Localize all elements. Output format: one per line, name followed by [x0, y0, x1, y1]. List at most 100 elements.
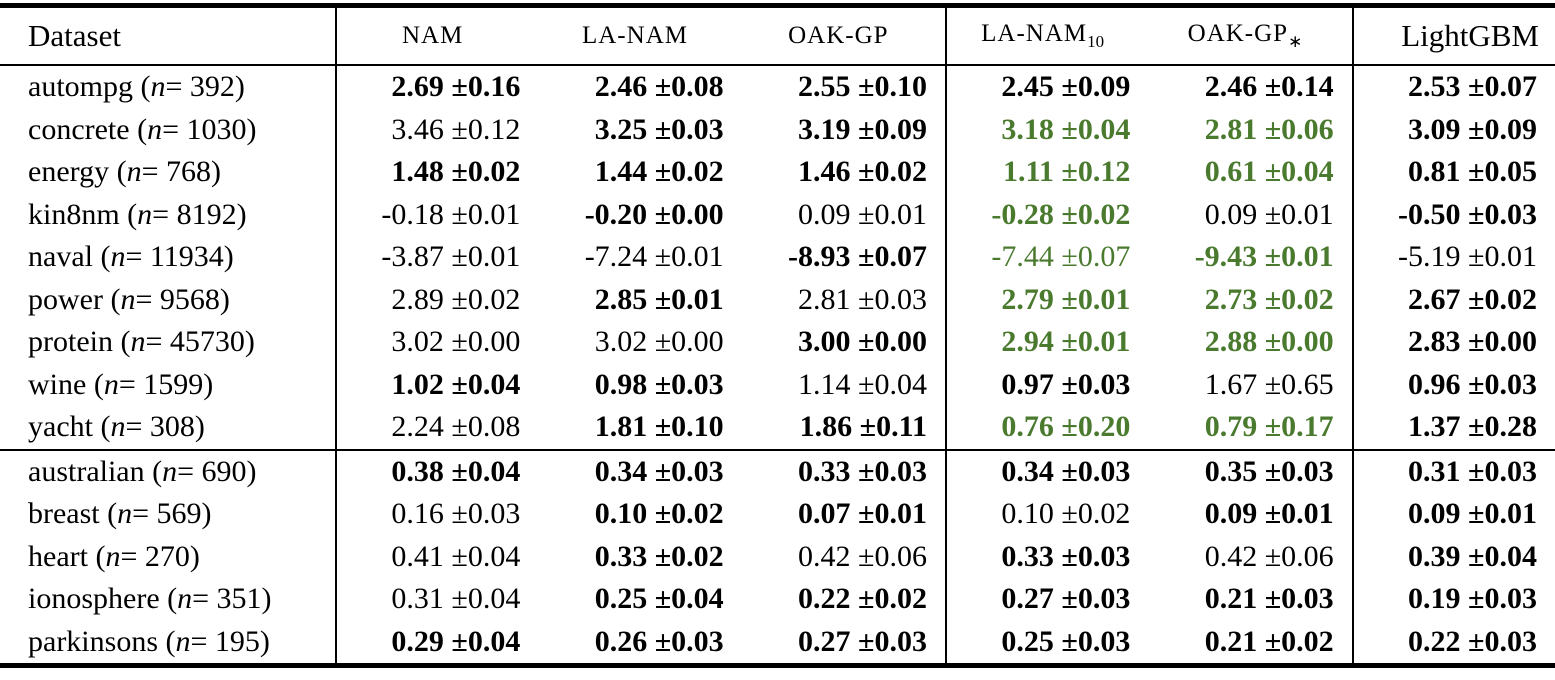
column-header-oak-gp: OAK-GP: [742, 8, 945, 64]
dataset-name: yacht (: [28, 410, 111, 444]
metric-cell-kin8nm-la-nam: -0.20 ±0.00: [584, 197, 724, 231]
metric-cell-australian-nam: 0.38 ±0.04: [335, 450, 538, 493]
metric-cell-yacht-lightgbm: 1.37 ±0.28: [1351, 406, 1555, 449]
sample-size-value: = 690): [177, 454, 257, 488]
sample-size-variable: n: [110, 240, 126, 274]
metric-cell-power-oak-gp-∗: 2.73 ±0.02: [1204, 282, 1334, 316]
metric-cell-energy-oak-gp: 1.46 ±0.02: [798, 155, 927, 189]
metric-cell-naval-lightgbm: -5.19 ±0.01: [1351, 236, 1555, 279]
sample-size-value: = 768): [141, 155, 221, 189]
metric-cell-heart-nam: 0.41 ±0.04: [335, 535, 538, 578]
metric-cell-parkinsons-la-nam-10: 0.25 ±0.03: [944, 620, 1148, 663]
sample-size-value: = 8192): [152, 197, 247, 231]
table-row-ionosphere: ionosphere (n = 351) 0.31 ±0.04 0.25 ±0.04…: [0, 578, 1555, 621]
dataset-label: breast (n = 569): [0, 493, 335, 536]
dataset-label: naval (n = 11934): [0, 236, 335, 279]
metric-cell-concrete-lightgbm: 3.09 ±0.09: [1351, 108, 1555, 151]
metric-cell-autompg-oak-gp-∗: 2.46 ±0.14: [1204, 70, 1334, 104]
dataset-name: naval (: [28, 240, 111, 274]
metric-cell-breast-la-nam-10: 0.10 ±0.02: [944, 493, 1148, 536]
metric-cell-breast-nam: 0.16 ±0.03: [335, 493, 538, 536]
dataset-label: heart (n = 270): [0, 536, 335, 579]
sample-size-variable: n: [110, 410, 126, 444]
metric-cell-concrete-oak-gp: 3.19 ±0.09: [798, 112, 927, 146]
dataset-label: wine (n = 1599): [0, 364, 335, 407]
metric-cell-naval-la-nam-10: -7.44 ±0.07: [944, 236, 1148, 279]
sample-size-variable: n: [177, 582, 193, 616]
metric-cell-autompg-lightgbm: 2.53 ±0.07: [1351, 66, 1555, 109]
metric-cell-kin8nm-la-nam-10: -0.28 ±0.02: [944, 193, 1148, 236]
metric-cell-energy-nam: 1.48 ±0.02: [335, 151, 538, 194]
sample-size-value: = 1599): [118, 367, 214, 401]
metric-cell-protein-nam: 3.02 ±0.00: [335, 321, 538, 364]
metric-cell-wine-la-nam: 0.98 ±0.03: [594, 367, 724, 401]
column-header-oak-gp-∗: OAK-GP∗: [1148, 8, 1351, 64]
dataset-label: kin8nm (n = 8192): [0, 194, 335, 237]
sample-size-variable: n: [137, 197, 153, 231]
metric-cell-yacht-la-nam-10: 0.76 ±0.20: [944, 406, 1148, 449]
metric-cell-australian-la-nam: 0.34 ±0.03: [594, 454, 724, 488]
metric-cell-autompg-la-nam: 2.46 ±0.08: [594, 70, 724, 104]
column-header-label: LA-NAM10: [981, 20, 1105, 51]
sample-size-variable: n: [150, 70, 166, 104]
header-row: Dataset NAM LA-NAM OAK-GP LA-NAM10 OAK-GP∗ Li…: [0, 8, 1555, 64]
metric-cell-concrete-la-nam-10: 3.18 ±0.04: [944, 108, 1148, 151]
dataset-name: autompg (: [28, 70, 151, 104]
metric-cell-kin8nm-lightgbm: -0.50 ±0.03: [1351, 193, 1555, 236]
header-rule: [0, 64, 1555, 66]
metric-cell-australian-lightgbm: 0.31 ±0.03: [1351, 450, 1555, 493]
metric-cell-power-oak-gp: 2.81 ±0.03: [798, 282, 927, 316]
table-row-autompg: autompg (n = 392) 2.69 ±0.16 2.46 ±0.08 2.5…: [0, 66, 1555, 109]
metric-cell-naval-nam: -3.87 ±0.01: [335, 236, 538, 279]
column-header-label: NAM: [401, 22, 464, 49]
sample-size-value: = 351): [192, 582, 272, 616]
dataset-label: energy (n = 768): [0, 151, 335, 194]
metric-cell-protein-oak-gp-∗: 2.88 ±0.00: [1204, 325, 1334, 359]
regression-results-section: autompg (n = 392) 2.69 ±0.16 2.46 ±0.08 2.5…: [0, 66, 1555, 449]
table-row-energy: energy (n = 768) 1.48 ±0.02 1.44 ±0.02 1.46…: [0, 151, 1555, 194]
metric-cell-australian-la-nam-10: 0.34 ±0.03: [944, 450, 1148, 493]
column-header-nam: NAM: [335, 8, 538, 64]
metric-cell-parkinsons-lightgbm: 0.22 ±0.03: [1351, 620, 1555, 663]
metric-cell-protein-oak-gp: 3.00 ±0.00: [798, 325, 927, 359]
dataset-name: australian (: [28, 454, 163, 488]
sample-size-variable: n: [175, 624, 191, 658]
table-row-power: power (n = 9568) 2.89 ±0.02 2.85 ±0.01 2.81…: [0, 278, 1555, 321]
metric-cell-protein-lightgbm: 2.83 ±0.00: [1351, 321, 1555, 364]
metric-cell-ionosphere-oak-gp: 0.22 ±0.02: [798, 582, 927, 616]
metric-cell-wine-la-nam-10: 0.97 ±0.03: [944, 363, 1148, 406]
table-row-wine: wine (n = 1599) 1.02 ±0.04 0.98 ±0.03 1.14 …: [0, 363, 1555, 407]
sample-size-value: = 45730): [145, 325, 255, 359]
sample-size-value: = 11934): [125, 240, 234, 274]
metric-cell-ionosphere-la-nam-10: 0.27 ±0.03: [944, 578, 1148, 621]
table-row-kin8nm: kin8nm (n = 8192) -0.18 ±0.01 -0.20 ±0.00 0…: [0, 193, 1555, 237]
table-row-protein: protein (n = 45730) 3.02 ±0.00 3.02 ±0.00 3…: [0, 321, 1555, 364]
section-divider-rule: [0, 448, 1555, 451]
dataset-name: parkinsons (: [28, 624, 176, 658]
metric-cell-power-la-nam-10: 2.79 ±0.01: [944, 278, 1148, 321]
metric-cell-energy-lightgbm: 0.81 ±0.05: [1351, 151, 1555, 194]
table-row-breast: breast (n = 569) 0.16 ±0.03 0.10 ±0.02 0.07…: [0, 493, 1555, 536]
metric-cell-naval-la-nam: -7.24 ±0.01: [584, 240, 724, 274]
metric-cell-autompg-la-nam-10: 2.45 ±0.09: [944, 66, 1148, 109]
metric-cell-naval-oak-gp: -8.93 ±0.07: [788, 240, 927, 274]
metric-cell-heart-la-nam-10: 0.33 ±0.03: [944, 535, 1148, 578]
metric-cell-yacht-nam: 2.24 ±0.08: [335, 406, 538, 449]
dataset-label: concrete (n = 1030): [0, 109, 335, 152]
sample-size-value: = 392): [165, 70, 245, 104]
metric-cell-parkinsons-la-nam: 0.26 ±0.03: [594, 624, 724, 658]
metric-cell-protein-la-nam-10: 2.94 ±0.01: [944, 321, 1148, 364]
table-row-concrete: concrete (n = 1030) 3.46 ±0.12 3.25 ±0.03 3…: [0, 108, 1555, 152]
metric-cell-kin8nm-oak-gp-∗: 0.09 ±0.01: [1204, 197, 1334, 231]
dataset-name: breast (: [28, 497, 118, 531]
sample-size-variable: n: [147, 112, 163, 146]
metric-cell-heart-la-nam: 0.33 ±0.02: [594, 539, 724, 573]
metric-cell-australian-oak-gp-∗: 0.35 ±0.03: [1204, 454, 1334, 488]
metric-cell-breast-lightgbm: 0.09 ±0.01: [1351, 493, 1555, 536]
dataset-name: concrete (: [28, 112, 148, 146]
sample-size-variable: n: [130, 325, 146, 359]
dataset-name: wine (: [28, 367, 104, 401]
sample-size-variable: n: [117, 497, 133, 531]
metric-cell-wine-oak-gp-∗: 1.67 ±0.65: [1204, 367, 1334, 401]
